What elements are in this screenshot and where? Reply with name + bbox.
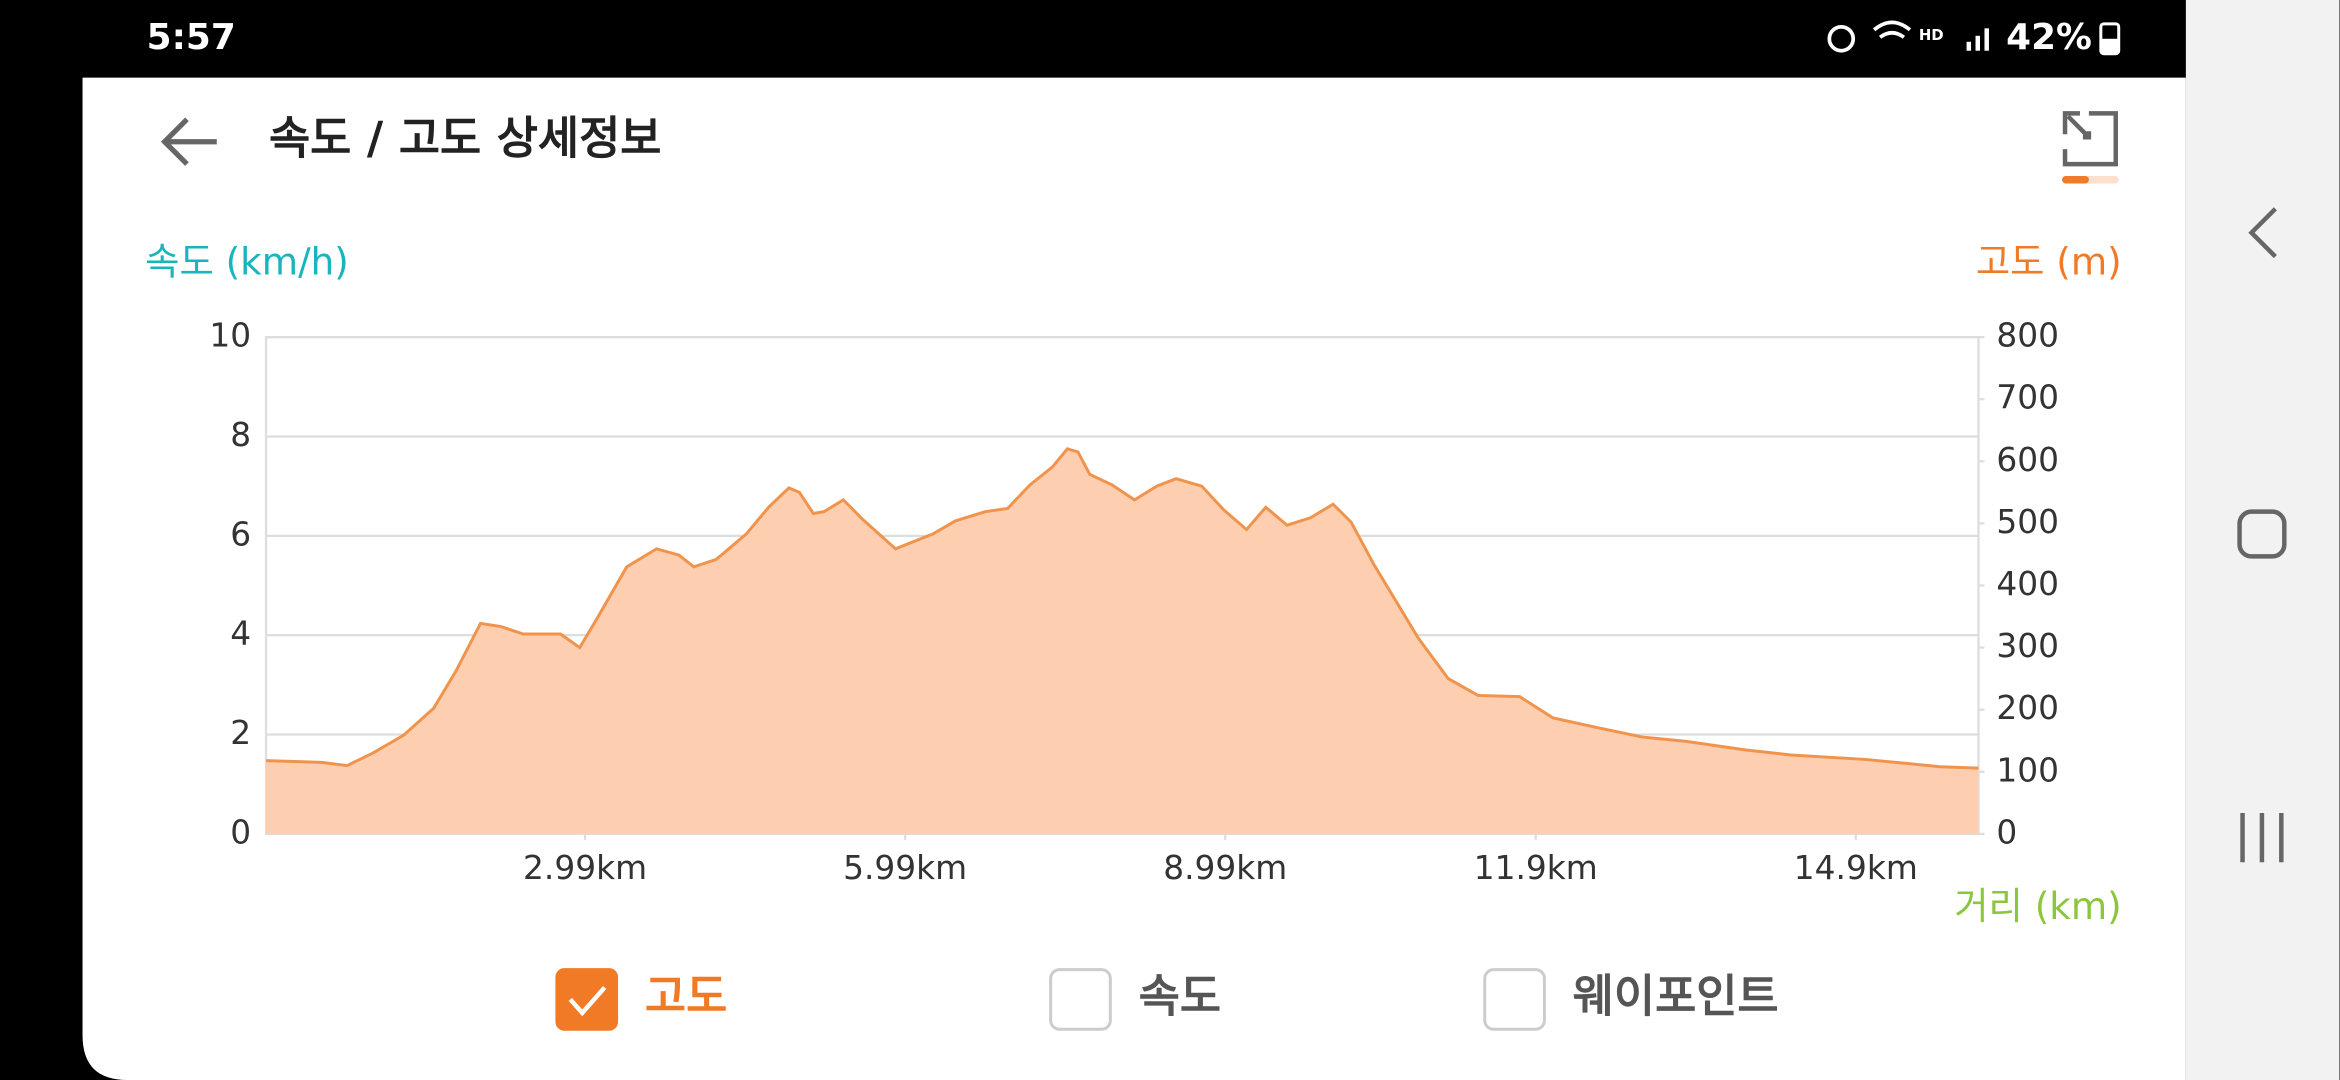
battery-level: 42% (2006, 17, 2092, 58)
y-tick-label: 10 (209, 317, 251, 355)
y-tick-label: 8 (230, 416, 251, 454)
y-axis-label: 속도 (km/h) (145, 240, 349, 284)
y-tick-label: 2 (230, 714, 251, 752)
y2-tick-label: 600 (1996, 441, 2059, 479)
checkbox[interactable] (1483, 968, 1546, 1031)
status-time: 5:57 (147, 17, 236, 58)
x-tick-label: 11.9km (1474, 849, 1598, 887)
y2-tick-label: 400 (1996, 565, 2059, 603)
nav-bar (2185, 0, 2340, 1080)
y-tick-label: 4 (230, 615, 251, 653)
y2-tick-label: 800 (1996, 317, 2059, 355)
nav-back[interactable] (2248, 207, 2277, 259)
area-line (265, 447, 1979, 770)
x-tick-label: 14.9km (1794, 849, 1918, 887)
checkbox[interactable] (555, 968, 619, 1031)
y2-axis-label: 고도 (m) (1976, 240, 2122, 284)
expand-button[interactable] (2062, 111, 2119, 184)
toggle-label[interactable]: 고도 (645, 969, 727, 1022)
svg-text:HD: HD (1919, 26, 1944, 44)
back-button[interactable] (160, 117, 217, 166)
toggle-label[interactable]: 웨이포인트 (1573, 969, 1779, 1022)
x-tick-label: 8.99km (1163, 849, 1287, 887)
nav-home[interactable] (2237, 509, 2287, 559)
checkmark (568, 986, 607, 1017)
y-tick-label: 0 (230, 813, 251, 851)
y2-tick-label: 200 (1996, 689, 2059, 727)
y2-tick-label: 0 (1996, 813, 2017, 851)
y2-tick-label: 500 (1996, 503, 2059, 541)
checkbox[interactable] (1049, 968, 1112, 1031)
x-tick-label: 2.99km (523, 849, 647, 887)
status-icons: HD (1827, 20, 2121, 56)
x-axis-label: 거리 (km) (1954, 884, 2121, 928)
y2-tick-label: 700 (1996, 379, 2059, 417)
page-title: 속도 / 고도 상세정보 (269, 112, 661, 165)
y2-tick-label: 300 (1996, 627, 2059, 665)
y-tick-label: 6 (230, 515, 251, 553)
x-tick-label: 5.99km (843, 849, 967, 887)
nav-recents[interactable] (2240, 812, 2284, 863)
y2-tick-label: 100 (1996, 751, 2059, 789)
toggle-label[interactable]: 속도 (1139, 969, 1221, 1022)
area-fill (266, 448, 1979, 834)
